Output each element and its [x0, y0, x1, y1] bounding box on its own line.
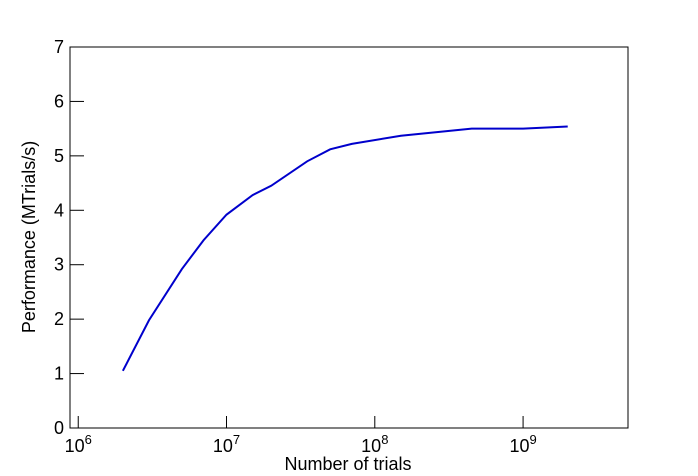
x-tick-label: 106: [65, 432, 92, 456]
x-tick-base: 10: [509, 436, 529, 456]
y-tick-label: 3: [54, 255, 64, 275]
x-tick-label: 107: [213, 432, 240, 456]
x-tick-base: 10: [65, 436, 85, 456]
x-tick-exponent: 8: [381, 432, 388, 447]
y-tick-label: 4: [54, 200, 64, 220]
y-tick-label: 6: [54, 91, 64, 111]
x-tick-label: 108: [361, 432, 388, 456]
y-tick-label: 0: [54, 418, 64, 438]
y-tick-label: 7: [54, 37, 64, 57]
x-tick-exponent: 9: [529, 432, 536, 447]
y-tick-label: 1: [54, 364, 64, 384]
y-tick-label: 2: [54, 309, 64, 329]
x-tick-label: 109: [509, 432, 536, 456]
x-axis-label: Number of trials: [284, 454, 411, 474]
x-tick-base: 10: [361, 436, 381, 456]
y-axis-label: Performance (MTrials/s): [19, 141, 39, 333]
x-tick-exponent: 6: [85, 432, 92, 447]
plot-frame: [69, 46, 629, 429]
x-tick-exponent: 7: [233, 432, 240, 447]
y-tick-label: 5: [54, 146, 64, 166]
x-tick-base: 10: [213, 436, 233, 456]
line: [121, 125, 568, 372]
